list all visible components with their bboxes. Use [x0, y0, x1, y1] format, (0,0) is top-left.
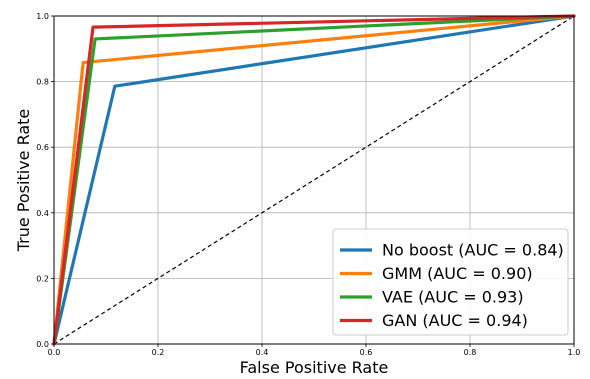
y-tick-label: 0.0: [36, 340, 49, 349]
y-tick-label: 0.8: [36, 78, 49, 87]
grid: [53, 15, 575, 345]
x-tick-label: 0.6: [360, 348, 373, 357]
y-tick-label: 1.0: [36, 12, 49, 21]
plot-frame: [53, 15, 575, 345]
y-tick-label: 0.2: [36, 274, 49, 283]
legend-box: [332, 228, 569, 336]
roc-curve-series-1: [52, 14, 576, 346]
x-tick-label: 0.0: [48, 348, 61, 357]
x-tick-label: 1.0: [568, 348, 581, 357]
diagonal-layer: [53, 15, 575, 345]
y-tick-label: 0.6: [36, 143, 49, 152]
series-layer: [52, 14, 576, 346]
x-axis-ticks: 0.0 0.2 0.4 0.6 0.8 1.0: [48, 344, 581, 357]
x-tick-label: 0.2: [152, 348, 165, 357]
legend-label: No boost (AUC = 0.84): [382, 241, 564, 260]
y-axis-label: True Positive Rate: [14, 109, 33, 253]
legend-label: VAE (AUC = 0.93): [382, 288, 524, 307]
x-tick-label: 0.4: [256, 348, 269, 357]
legend-label: GMM (AUC = 0.90): [382, 264, 533, 283]
x-axis-label: False Positive Rate: [240, 358, 389, 377]
x-tick-label: 0.8: [464, 348, 477, 357]
chance-diagonal-line: [53, 15, 575, 345]
y-tick-label: 0.4: [36, 209, 49, 218]
legend: No boost (AUC = 0.84) GMM (AUC = 0.90) VAE…: [332, 228, 569, 336]
roc-curve-series-2: [52, 14, 576, 346]
y-axis-ticks: 0.0 0.2 0.4 0.6 0.8 1.0: [36, 12, 54, 349]
roc-curve-series-4: [52, 14, 576, 346]
legend-label: GAN (AUC = 0.94): [382, 311, 528, 330]
